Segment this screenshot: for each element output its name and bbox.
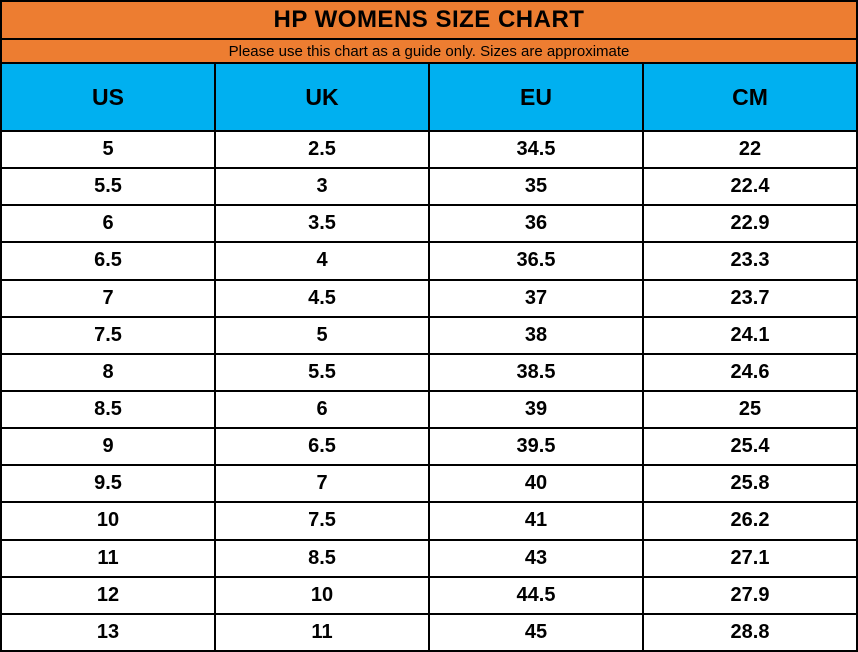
size-cell: 5.5 [0, 167, 216, 207]
size-cell: 3.5 [214, 204, 430, 244]
table-row: 9.5 7 40 25.8 [0, 464, 858, 504]
table-row: 8.5 6 39 25 [0, 389, 858, 430]
size-cell: 10 [214, 575, 430, 615]
size-cell: 22.9 [642, 204, 858, 244]
table-row: 6 3.5 36 22.9 [0, 204, 858, 244]
table-row: 5.5 3 35 22.4 [0, 167, 858, 207]
size-cell: 22.4 [642, 167, 858, 207]
size-cell: 45 [428, 612, 644, 652]
subtitle-row: Please use this chart as a guide only. S… [0, 38, 858, 64]
size-chart-header: HP WOMENS SIZE CHART Please use this cha… [0, 0, 858, 132]
table-row: 5 2.5 34.5 22 [0, 129, 858, 170]
table-row: 12 10 44.5 27.9 [0, 575, 858, 615]
column-header-us: US [0, 62, 216, 132]
size-cell: 34.5 [428, 129, 644, 170]
size-cell: 27.9 [642, 575, 858, 615]
size-cell: 2.5 [214, 129, 430, 170]
table-row: 9 6.5 39.5 25.4 [0, 427, 858, 467]
size-cell: 9 [0, 427, 216, 467]
size-cell: 5 [214, 315, 430, 355]
size-cell: 23.7 [642, 278, 858, 318]
size-cell: 5.5 [214, 352, 430, 392]
size-cell: 13 [0, 612, 216, 652]
size-cell: 4 [214, 241, 430, 281]
size-cell: 43 [428, 538, 644, 578]
table-row: 11 8.5 43 27.1 [0, 538, 858, 578]
size-cell: 23.3 [642, 241, 858, 281]
page-subtitle: Please use this chart as a guide only. S… [0, 38, 858, 64]
size-cell: 12 [0, 575, 216, 615]
size-cell: 11 [0, 538, 216, 578]
size-cell: 36 [428, 204, 644, 244]
size-cell: 44.5 [428, 575, 644, 615]
size-cell: 9.5 [0, 464, 216, 504]
table-row: 6.5 4 36.5 23.3 [0, 241, 858, 281]
size-cell: 7.5 [0, 315, 216, 355]
size-cell: 36.5 [428, 241, 644, 281]
size-cell: 4.5 [214, 278, 430, 318]
size-cell: 35 [428, 167, 644, 207]
size-cell: 38.5 [428, 352, 644, 392]
column-header-cm: CM [642, 62, 858, 132]
column-header-eu: EU [428, 62, 644, 132]
table-row: 7 4.5 37 23.7 [0, 278, 858, 318]
size-cell: 25 [642, 389, 858, 430]
size-cell: 8.5 [214, 538, 430, 578]
size-cell: 25.8 [642, 464, 858, 504]
size-cell: 8 [0, 352, 216, 392]
size-cell: 7.5 [214, 501, 430, 541]
column-header-row: US UK EU CM [0, 62, 858, 132]
size-table-body: 5 2.5 34.5 22 5.5 3 35 22.4 6 3.5 36 22.9 6.5 4 36.5 23… [0, 129, 858, 652]
size-cell: 6 [214, 389, 430, 430]
size-cell: 7 [214, 464, 430, 504]
size-cell: 27.1 [642, 538, 858, 578]
table-row: 8 5.5 38.5 24.6 [0, 352, 858, 392]
size-cell: 10 [0, 501, 216, 541]
size-cell: 26.2 [642, 501, 858, 541]
size-cell: 5 [0, 129, 216, 170]
table-row: 10 7.5 41 26.2 [0, 501, 858, 541]
size-cell: 8.5 [0, 389, 216, 430]
size-cell: 6.5 [0, 241, 216, 281]
size-cell: 25.4 [642, 427, 858, 467]
size-cell: 24.1 [642, 315, 858, 355]
size-cell: 41 [428, 501, 644, 541]
title-row: HP WOMENS SIZE CHART [0, 0, 858, 40]
size-cell: 39.5 [428, 427, 644, 467]
size-cell: 28.8 [642, 612, 858, 652]
size-cell: 11 [214, 612, 430, 652]
table-row: 7.5 5 38 24.1 [0, 315, 858, 355]
size-cell: 37 [428, 278, 644, 318]
size-cell: 6 [0, 204, 216, 244]
size-cell: 3 [214, 167, 430, 207]
size-cell: 38 [428, 315, 644, 355]
size-cell: 22 [642, 129, 858, 170]
size-cell: 40 [428, 464, 644, 504]
size-cell: 6.5 [214, 427, 430, 467]
column-header-uk: UK [214, 62, 430, 132]
table-row: 13 11 45 28.8 [0, 612, 858, 652]
size-cell: 39 [428, 389, 644, 430]
size-cell: 7 [0, 278, 216, 318]
page-title: HP WOMENS SIZE CHART [0, 0, 858, 40]
size-cell: 24.6 [642, 352, 858, 392]
